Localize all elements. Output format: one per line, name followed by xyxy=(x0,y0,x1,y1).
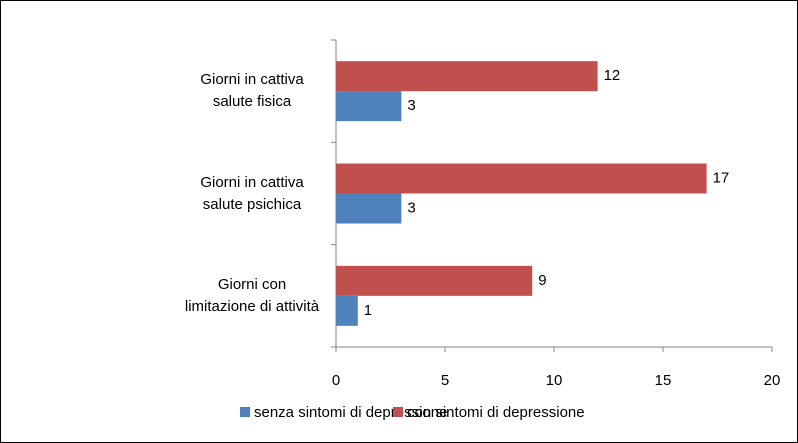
value-label: 1 xyxy=(364,302,372,319)
legend-swatch xyxy=(393,407,403,417)
bar xyxy=(336,193,402,224)
bar xyxy=(336,265,533,296)
bar xyxy=(336,163,707,194)
bar xyxy=(336,295,358,326)
y-tick-label: Giorni con limitazione di attività xyxy=(184,275,320,315)
legend-swatch xyxy=(240,407,250,417)
x-tick-label: 20 xyxy=(764,372,781,389)
value-label: 12 xyxy=(604,67,621,84)
y-tick-label: Giorni in cattiva salute fisica xyxy=(200,71,304,111)
x-tick-label: 5 xyxy=(441,372,449,389)
value-label: 9 xyxy=(538,272,546,289)
x-tick-label: 0 xyxy=(332,372,340,389)
bar xyxy=(336,91,402,122)
bar xyxy=(336,61,598,92)
value-label: 3 xyxy=(407,199,415,216)
value-label: 3 xyxy=(407,97,415,114)
x-tick-label: 15 xyxy=(655,372,672,389)
y-tick-label: Giorni in cattiva salute psichica xyxy=(200,173,304,213)
value-label: 17 xyxy=(713,169,730,186)
x-tick-label: 10 xyxy=(546,372,563,389)
legend-label: con sintomi di depressione xyxy=(407,404,585,421)
